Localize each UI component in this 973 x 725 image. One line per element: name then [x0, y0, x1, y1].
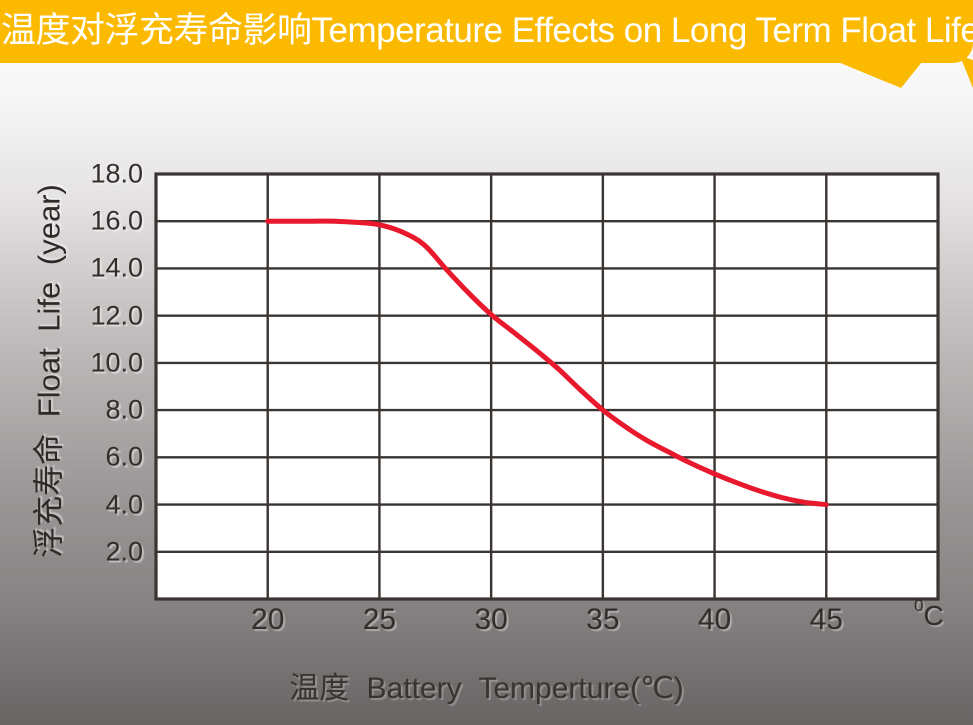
- plot-border: [154, 172, 940, 601]
- y-axis-title: 浮充寿命 Float Life (year): [31, 184, 67, 558]
- x-tick-label: 20: [251, 603, 285, 636]
- unit-letter: C: [923, 600, 944, 631]
- degree-superscript: 0: [914, 596, 924, 615]
- x-axis-title: 温度 Battery Temperture(℃): [289, 672, 684, 705]
- x-tick-label: 40: [697, 603, 732, 636]
- float-life-vs-temperature-curve: [265, 218, 829, 508]
- banner-tail-icon: [838, 56, 973, 88]
- x-tick-label: 25: [362, 603, 397, 636]
- y-tick-label: 12.0: [90, 300, 143, 331]
- y-tick-label: 4.0: [105, 489, 143, 520]
- y-tick-label: 8.0: [105, 394, 143, 425]
- banner-title-text: 温度对浮充寿命影响Temperature Effects on Long Ter…: [1, 11, 973, 50]
- title-banner: [0, 0, 973, 63]
- x-tick-label: 45: [809, 603, 843, 636]
- y-tick-label: 16.0: [90, 205, 143, 236]
- x-tick-label: 35: [586, 603, 620, 636]
- y-tick-label: 14.0: [90, 252, 143, 283]
- y-tick-label: 10.0: [90, 347, 143, 378]
- plot-area: [156, 174, 938, 599]
- x-tick-label: 30: [474, 603, 508, 636]
- y-tick-label: 18.0: [90, 158, 143, 189]
- x-axis-unit: 0C: [914, 596, 944, 632]
- y-tick-label: 6.0: [105, 441, 143, 472]
- y-tick-label: 2.0: [105, 536, 143, 567]
